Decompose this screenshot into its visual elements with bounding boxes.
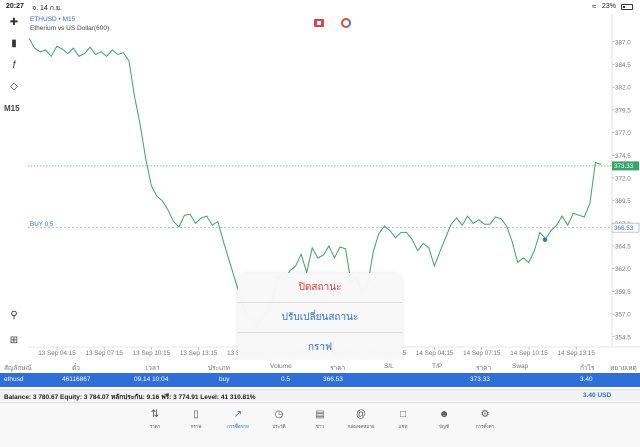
col-ticket: ตั๋ว: [72, 365, 80, 372]
price-tick-label: 379.5: [615, 107, 631, 114]
time-tick-label: 13 Sep 13:15: [180, 350, 218, 357]
tab-news[interactable]: ▤ ข่าว: [305, 409, 335, 430]
timeframe-button[interactable]: M15: [4, 104, 20, 113]
arrows-updown-icon: ⇅: [150, 409, 160, 420]
price-tick-label: 387.0: [615, 39, 631, 46]
battery-icon: [621, 4, 633, 10]
col-volume: Volume: [270, 363, 292, 370]
cell-current-price: 373.33: [470, 376, 490, 383]
time-tick-label: 14 Sep 13:15: [557, 350, 595, 357]
tab-bar: ⇅ ราคา ▯ กราฟ ↗ การซื้อขาย ◷ ประวัติ ▤ ข่าว @…: [0, 402, 640, 447]
price-tick-label: 359.5: [615, 289, 631, 296]
history-icon: ◷: [274, 409, 284, 420]
entry-label: BUY 0.5: [30, 221, 54, 228]
mail-icon: @: [355, 409, 367, 420]
col-symbol: สัญลักษณ์: [4, 365, 32, 372]
price-tick-label: 384.5: [615, 62, 631, 69]
price-tick-label: 362.0: [615, 266, 631, 273]
chart-option[interactable]: กราฟ: [307, 342, 333, 353]
cell-volume: 0.5: [281, 376, 291, 383]
cell-time: 09.14 10:04: [134, 376, 169, 383]
chart-subtitle: Etherium vs US Dollar(600): [30, 25, 110, 32]
col-profit: กำไร: [580, 365, 595, 372]
price-tick-label: 377.0: [615, 130, 631, 137]
time-tick-label: 14 Sep 04:15: [416, 350, 454, 357]
current-price-label: 373.33: [614, 163, 634, 170]
col-type: ประเภท: [208, 365, 230, 372]
total-profit: 3.40 USD: [583, 392, 612, 399]
left-toolbar: ✚ ▮ f ◇ M15 ⚲ ⊞: [0, 14, 28, 374]
col-tp: T/P: [432, 363, 443, 370]
status-bar: 20:27 จ. 14 ก.ย. ≈ 23%: [0, 0, 640, 14]
function-icon[interactable]: f: [12, 60, 16, 71]
cell-ticket: 46116867: [62, 376, 91, 383]
tab-settings[interactable]: ⚙ การตั้งค่า: [470, 409, 500, 430]
crosshair-icon[interactable]: ✚: [9, 17, 19, 28]
balance-bar: Balance: 3 780.67 Equity: 3 784.07 หลักป…: [0, 389, 640, 401]
time-tick-label: 14 Sep 10:15: [510, 350, 548, 357]
battery-percent: 23%: [602, 3, 617, 10]
cell-profit: 3.40: [580, 376, 593, 383]
settings-icon: ⚙: [480, 409, 490, 420]
tab-chart[interactable]: ▯ กราฟ: [181, 409, 211, 430]
entry-price-tag: [611, 222, 640, 233]
candles-icon: ▯: [193, 409, 199, 420]
time-tick-label: 13 Sep 10:15: [133, 350, 171, 357]
cell-price: 366.53: [323, 376, 343, 383]
tab-mailbox[interactable]: @ กล่องจดหมาย: [347, 409, 375, 429]
add-order-icon[interactable]: ⊞: [9, 335, 19, 346]
zoom-icon[interactable]: ⚲: [10, 310, 18, 321]
signal-icon[interactable]: [341, 18, 351, 28]
account-icon: ☻: [438, 409, 450, 420]
entry-marker: [542, 237, 548, 242]
table-row[interactable]: ethusd 46116867 09.14 10:04 buy 0.5 366.…: [0, 373, 640, 387]
time-tick-label: 13 Sep 04:15: [38, 350, 76, 357]
cell-symbol: ethusd: [4, 376, 24, 383]
entry-price-label: 366.53: [614, 225, 634, 232]
price-tick-label: 354.5: [615, 334, 631, 341]
col-swap: Swap: [512, 363, 529, 370]
one-click-trading-icon[interactable]: [314, 19, 324, 27]
clock: 20:27: [6, 3, 24, 10]
wifi-icon: ≈: [592, 2, 597, 11]
trade-chart-icon: ↗: [233, 409, 243, 420]
price-tick-label: 382.0: [615, 85, 631, 92]
price-tick-label: 369.5: [615, 198, 631, 205]
balance-text: Balance: 3 780.67 Equity: 3 784.07 หลักป…: [4, 394, 256, 401]
price-tick-label: 372.0: [615, 175, 631, 182]
cell-type: buy: [219, 376, 230, 383]
tab-trade[interactable]: ↗ การซื้อขาย: [223, 409, 253, 430]
col-time: เวลา: [146, 365, 160, 372]
chart-header: ETHUSD • M15 Etherium vs US Dollar(600): [30, 15, 109, 33]
date: จ. 14 ก.ย.: [32, 5, 62, 12]
current-price-tag: [612, 161, 639, 171]
objects-icon[interactable]: ◇: [10, 81, 18, 92]
col-current-price: ราคา: [476, 365, 492, 372]
tab-history[interactable]: ◷ ประวัติ: [264, 409, 294, 430]
positions-table-header: สัญลักษณ์ ตั๋ว เวลา ประเภท Volume ราคา S…: [0, 360, 640, 373]
tab-quotes[interactable]: ⇅ ราคา: [140, 409, 170, 430]
indicator-candles-icon[interactable]: ▮: [11, 38, 17, 49]
chart-symbol: ETHUSD • M15: [30, 16, 76, 23]
time-tick-label: 13 Sep 07:15: [85, 350, 123, 357]
tab-account[interactable]: ☻ บัญชี: [429, 409, 459, 430]
price-tick-label: 357.0: [615, 312, 631, 319]
position-action-menu: ปิดสถานะ ปรับเปลี่ยนสถานะ กราฟ: [238, 273, 402, 363]
col-sl: S/L: [384, 363, 394, 370]
tab-chat[interactable]: □ แชท: [388, 409, 418, 430]
col-comment: หมายเหตุ: [610, 365, 637, 372]
col-price: ราคา: [330, 365, 346, 372]
modify-position-option[interactable]: ปรับเปลี่ยนสถานะ: [238, 303, 402, 333]
time-tick-label: 14 Sep 07:15: [463, 350, 501, 357]
price-tick-label: 364.5: [615, 244, 631, 251]
news-icon: ▤: [315, 409, 325, 420]
price-tick-label: 374.5: [615, 153, 631, 160]
close-position-option[interactable]: ปิดสถานะ: [238, 273, 402, 303]
chat-icon: □: [399, 409, 407, 420]
price-line: [28, 37, 602, 327]
